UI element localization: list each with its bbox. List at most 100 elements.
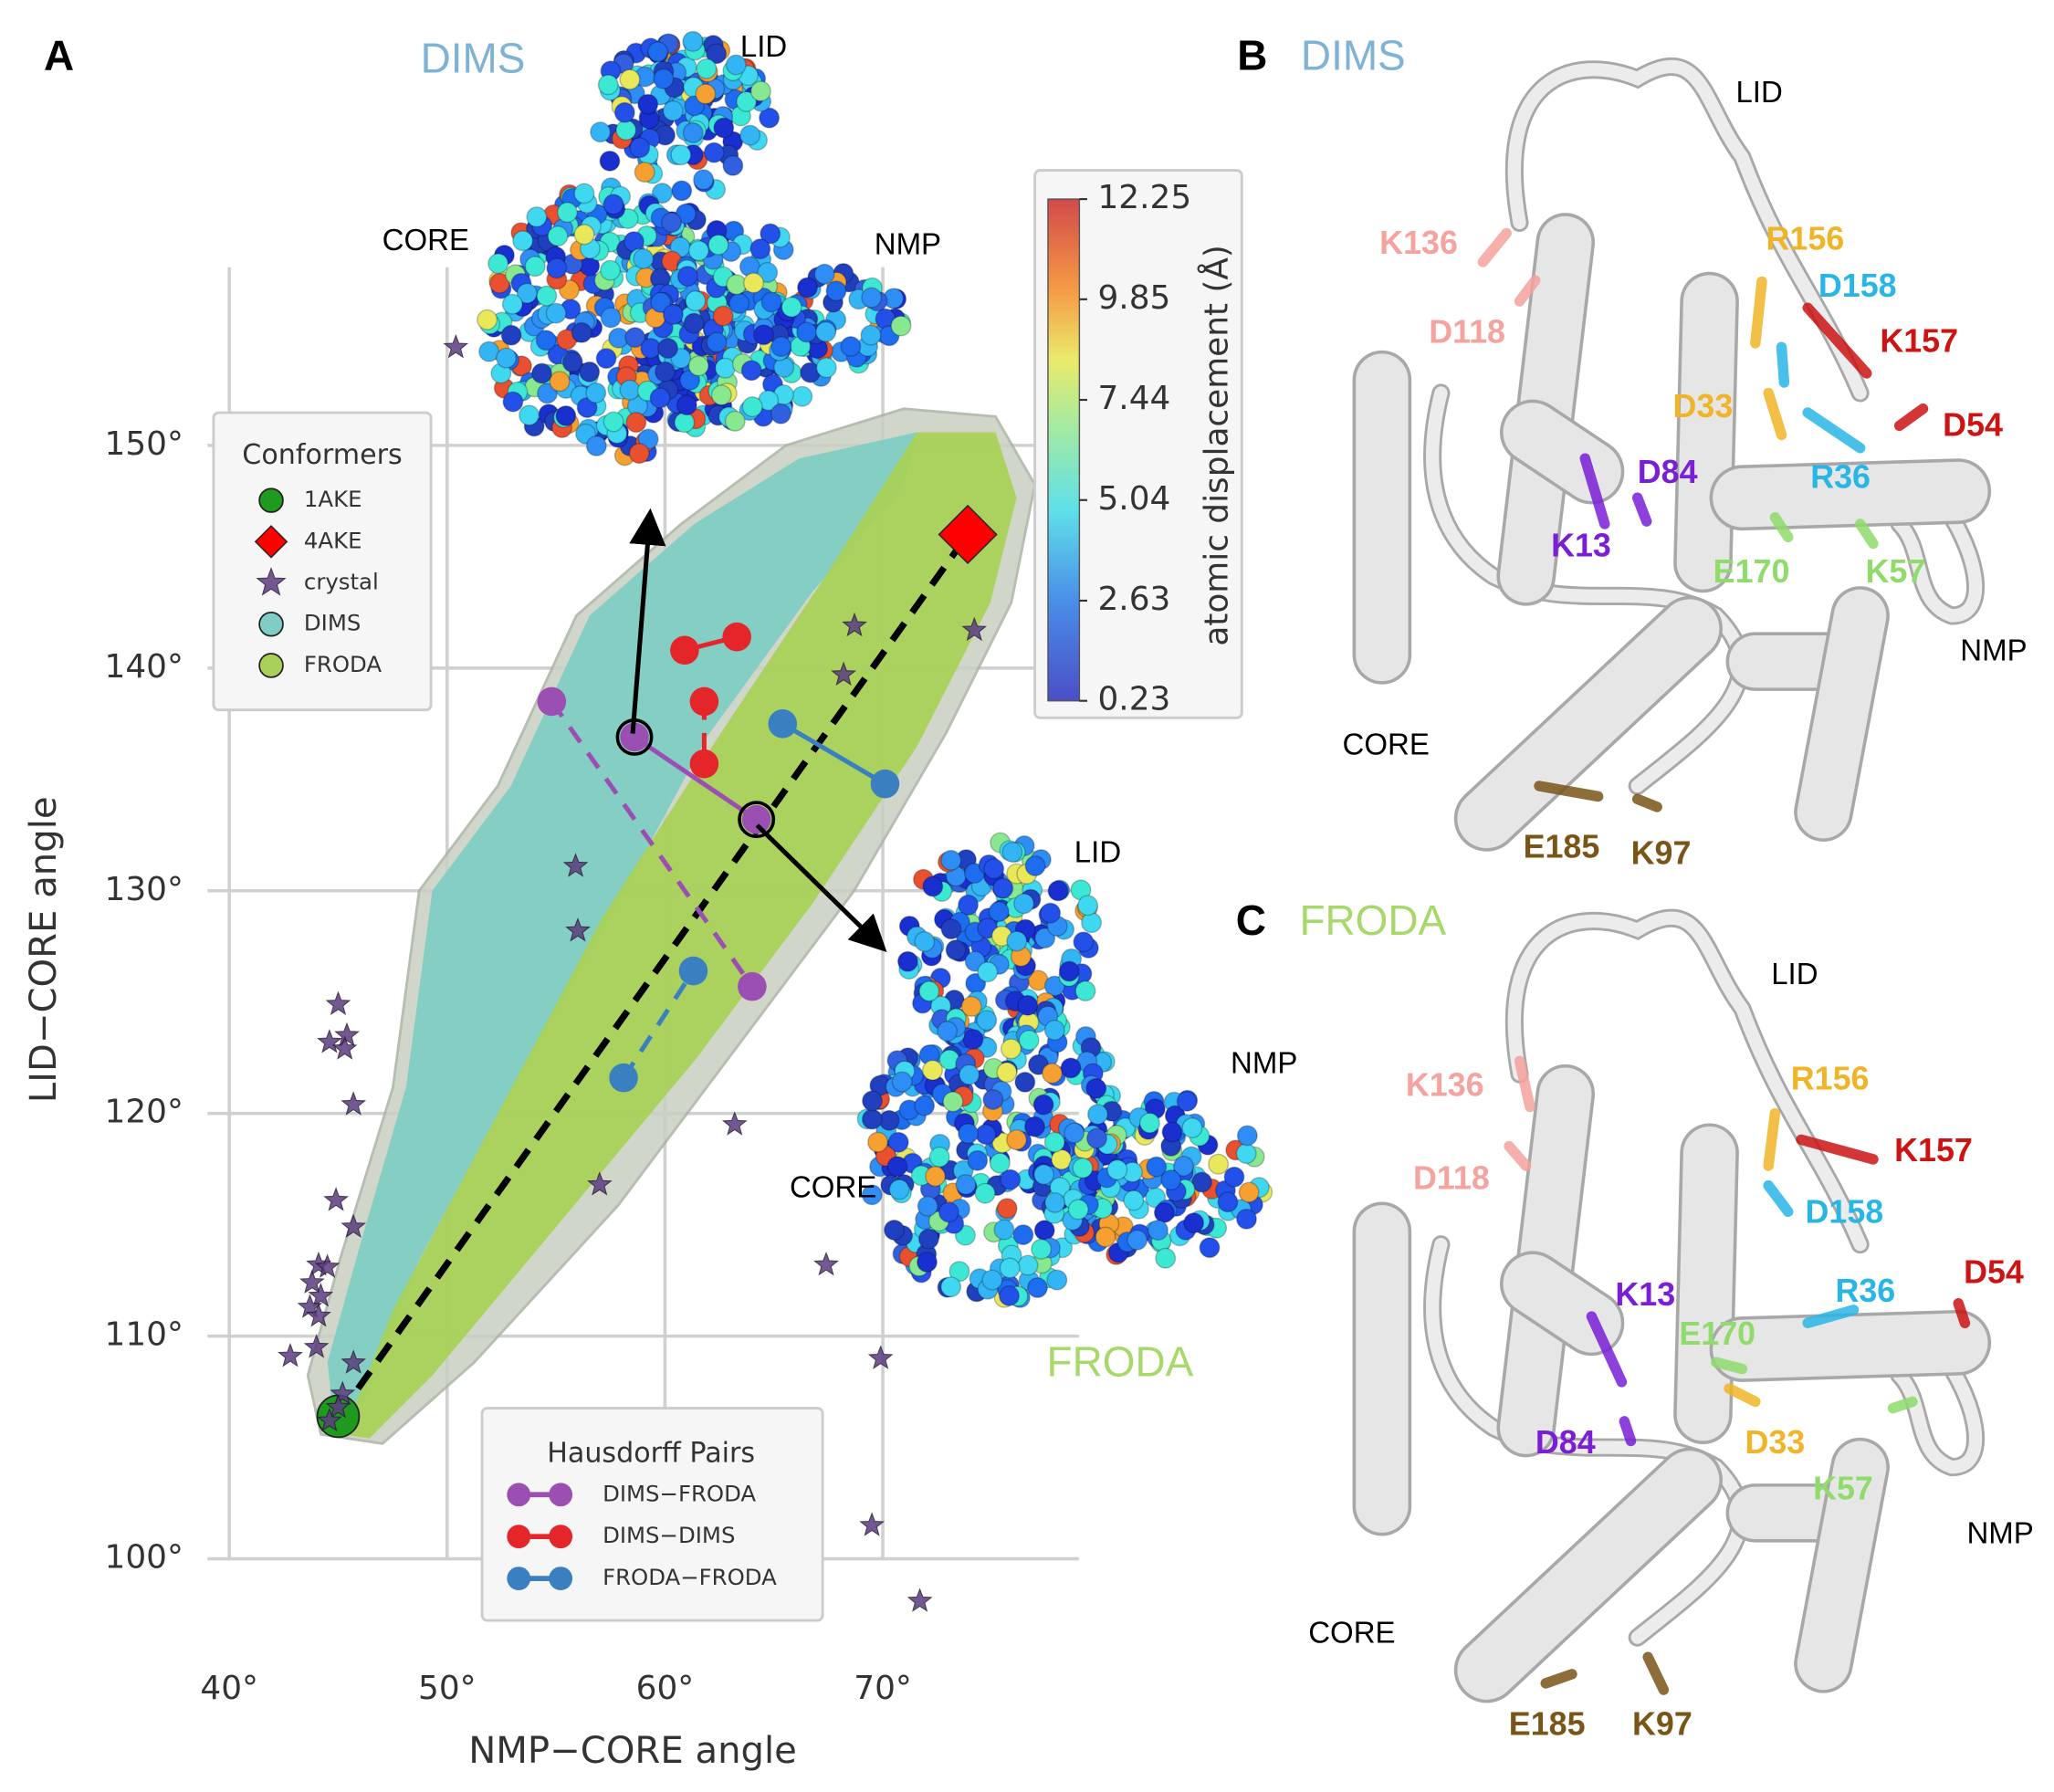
atom xyxy=(585,435,607,456)
domain-label: CORE xyxy=(790,1170,876,1204)
atom xyxy=(613,101,635,123)
atom xyxy=(749,80,771,102)
pair-point xyxy=(722,622,751,652)
residue-stick xyxy=(1763,1179,1794,1218)
atom xyxy=(992,877,1014,899)
domain-label: CORE xyxy=(383,223,469,257)
atom xyxy=(914,1095,936,1116)
atom xyxy=(1018,1030,1040,1051)
atom xyxy=(741,396,763,418)
star-marker xyxy=(331,1035,358,1060)
atom xyxy=(597,74,619,96)
legend-dot xyxy=(507,1525,531,1549)
colorbar-tick-label: 9.85 xyxy=(1097,279,1170,317)
atom xyxy=(797,277,818,299)
legend-title: Hausdorff Pairs xyxy=(547,1437,755,1469)
residue-label: K157 xyxy=(1880,322,1958,359)
star-marker xyxy=(341,1349,367,1374)
loop xyxy=(1507,911,1867,1252)
atom xyxy=(1047,880,1069,902)
star-marker xyxy=(256,567,287,596)
atom xyxy=(948,1261,970,1283)
residue-stick xyxy=(1796,1134,1879,1165)
star-marker xyxy=(813,1252,839,1276)
star-marker xyxy=(325,990,351,1015)
atom xyxy=(996,1198,1018,1220)
residue-stick xyxy=(1619,1416,1637,1447)
legend-dot xyxy=(507,1567,531,1591)
star-marker xyxy=(859,1512,885,1536)
star-marker xyxy=(334,1022,360,1047)
diamond-marker xyxy=(938,504,998,565)
y-tick-label: 130° xyxy=(105,871,183,908)
atom xyxy=(661,212,683,234)
colorbar-label: atomic displacement (Å) xyxy=(1197,245,1236,646)
residue-label: D158 xyxy=(1806,1194,1884,1231)
atom xyxy=(1043,1131,1065,1153)
pair-point xyxy=(689,749,719,779)
atom xyxy=(536,285,558,307)
atom xyxy=(488,272,510,294)
legend-label: 4AKE xyxy=(304,527,362,553)
circle-marker xyxy=(258,487,284,513)
residue-label: R156 xyxy=(1791,1060,1870,1096)
atom xyxy=(736,90,758,112)
transition-path xyxy=(335,532,971,1419)
atom xyxy=(625,412,647,434)
atom xyxy=(928,1146,950,1168)
atom xyxy=(993,1219,1015,1241)
atom xyxy=(725,54,747,76)
residue-label: R36 xyxy=(1835,1273,1895,1309)
helix xyxy=(1457,599,1720,849)
atom xyxy=(649,387,671,409)
atom xyxy=(1042,1063,1064,1085)
atom xyxy=(1046,1269,1068,1291)
residue-stick xyxy=(1534,781,1604,802)
star-marker xyxy=(303,1334,330,1358)
atom xyxy=(1238,1181,1260,1203)
atom xyxy=(496,347,518,369)
legend-title: Conformers xyxy=(242,439,402,471)
atom xyxy=(670,144,692,166)
atom xyxy=(813,263,835,285)
atom xyxy=(478,341,500,362)
atom xyxy=(770,403,791,424)
loop xyxy=(1426,1238,1747,1644)
atom xyxy=(1208,1153,1230,1175)
atom xyxy=(695,83,717,105)
residue-stick xyxy=(1724,1383,1761,1408)
residue-label: D84 xyxy=(1535,1424,1596,1461)
atom xyxy=(682,30,704,52)
residue-label: D118 xyxy=(1413,1159,1490,1196)
residue-label: E185 xyxy=(1509,1706,1586,1743)
atom xyxy=(1183,1212,1205,1234)
residue-stick xyxy=(1953,1298,1971,1329)
atom xyxy=(1106,1158,1128,1180)
legend-box xyxy=(480,1407,824,1622)
atom xyxy=(707,234,729,256)
atom xyxy=(1060,1057,1082,1079)
atom xyxy=(637,93,659,115)
residue-stick xyxy=(1802,407,1866,454)
domain-label: CORE xyxy=(1343,728,1430,761)
atom xyxy=(975,1124,997,1146)
residue-label: D118 xyxy=(1429,313,1505,350)
pair-point xyxy=(738,971,767,1001)
atom xyxy=(976,1010,998,1032)
y-tick-label: 150° xyxy=(105,425,183,463)
star-marker xyxy=(308,1283,334,1307)
residue-label: D54 xyxy=(1964,1254,2024,1291)
diamond-marker xyxy=(254,525,288,559)
atom xyxy=(925,1166,947,1188)
atom xyxy=(1127,1229,1148,1251)
legend-dot xyxy=(549,1567,573,1591)
atom xyxy=(962,1029,984,1050)
domain-label: LID xyxy=(1074,834,1121,868)
atom xyxy=(603,194,624,215)
atom xyxy=(1058,960,1080,982)
star-marker xyxy=(831,661,856,686)
residue-stick xyxy=(1711,1357,1748,1375)
protein-cartoon xyxy=(1352,908,1992,1703)
atom xyxy=(825,280,847,302)
pair-point xyxy=(620,722,649,752)
